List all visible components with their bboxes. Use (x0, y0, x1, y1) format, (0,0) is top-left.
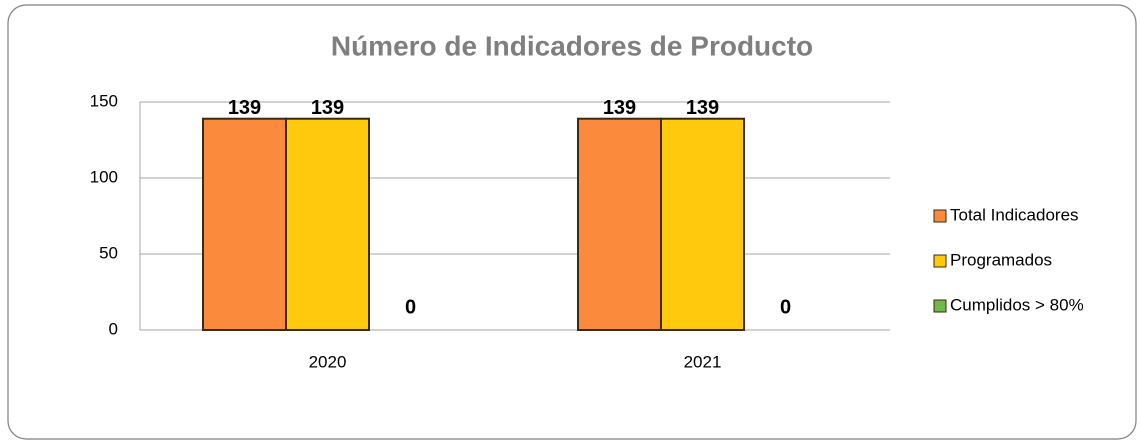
data-label: 0 (405, 296, 416, 318)
data-label: 139 (311, 97, 344, 119)
y-tick-label: 100 (90, 167, 118, 186)
legend-swatch (933, 254, 947, 268)
legend-label: Cumplidos > 80% (950, 295, 1084, 314)
y-tick-label: 50 (99, 243, 118, 262)
chart-title: Número de Indicadores de Producto (331, 30, 813, 61)
x-tick-label: 2021 (684, 352, 722, 371)
legend-swatch (933, 299, 947, 313)
legend-label: Total Indicadores (950, 205, 1079, 224)
data-label: 139 (603, 97, 636, 119)
bar (285, 117, 370, 331)
data-label: 139 (228, 97, 261, 119)
bar (202, 117, 287, 331)
y-tick-label: 150 (90, 91, 118, 110)
y-tick-label: 0 (109, 319, 118, 338)
x-tick-label: 2020 (309, 352, 347, 371)
data-label: 0 (780, 296, 791, 318)
bar (577, 117, 662, 331)
legend-label: Programados (950, 250, 1052, 269)
legend-swatch (933, 209, 947, 223)
bar (660, 117, 745, 331)
data-label: 139 (686, 97, 719, 119)
